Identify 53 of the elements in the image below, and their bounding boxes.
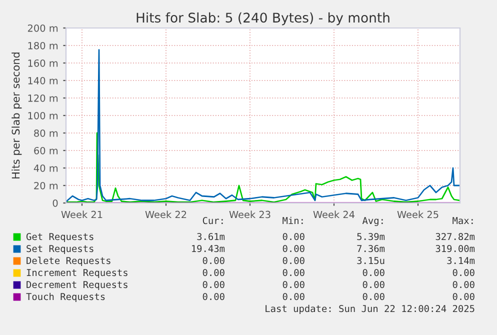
y-tick-label: 160 m — [28, 59, 58, 67]
text: 0.00 — [362, 292, 384, 300]
legend-label: Delete Requests — [26, 256, 110, 266]
text: 0.00 — [282, 280, 304, 288]
x-tick-label: Week 23 — [229, 210, 270, 218]
text: 19.43m — [192, 244, 225, 252]
y-tick-label: 60 m — [34, 146, 58, 154]
y-tick-label: 20 m — [34, 182, 58, 190]
x-tick-label: Week 24 — [313, 210, 355, 218]
text: 327.82m — [436, 232, 475, 240]
text: 0.00 — [282, 232, 304, 240]
text: 0.00 — [282, 244, 304, 252]
text: Avg: — [362, 217, 383, 226]
y-tick-label: 140 m — [28, 76, 58, 84]
y-tick-label: 80 m — [34, 129, 58, 137]
y-axis-title: Hits per Slab per second — [12, 52, 22, 178]
legend-label: Get Requests — [26, 232, 94, 242]
x-tick-label: Week 22 — [145, 210, 186, 218]
legend-label: Set Requests — [26, 244, 94, 254]
text: Max: — [452, 217, 473, 224]
chart-title: Hits for Slab: 5 (240 Bytes) - by month — [136, 12, 390, 26]
text: Min: — [282, 216, 303, 224]
text: 0.00 — [362, 268, 384, 276]
text: 5.39m — [357, 232, 385, 240]
y-tick-label: 0 — [52, 199, 58, 207]
text: 0.00 — [202, 256, 224, 264]
y-tick-label: 40 m — [34, 164, 58, 172]
text: 0.00 — [282, 268, 304, 276]
text: 3.15u — [357, 256, 384, 264]
y-tick-label: 200 m — [28, 24, 58, 32]
text: Cur: — [202, 216, 223, 224]
text: Last update: Sun Jun 22 12:00:24 2025 — [266, 304, 474, 314]
text: 0.00 — [362, 280, 384, 288]
text: 319.00m — [436, 244, 475, 252]
text: 0.00 — [452, 268, 474, 276]
legend-label: Touch Requests — [26, 292, 105, 302]
x-tick-label: Week 25 — [397, 210, 438, 218]
text: 7.36m — [357, 244, 385, 252]
text: 0.00 — [452, 292, 474, 300]
y-tick-label: 180 m — [28, 42, 58, 50]
text: 0.00 — [202, 280, 224, 288]
text: 0.00 — [282, 256, 304, 264]
text: 0.00 — [202, 268, 224, 276]
text: 0.00 — [452, 280, 474, 288]
legend-label: Decrement Requests — [26, 281, 128, 290]
y-tick-label: 120 m — [28, 94, 58, 102]
text: 3.61m — [197, 232, 225, 240]
text: 0.00 — [282, 292, 304, 300]
text: 0.00 — [202, 292, 224, 300]
text: 3.14m — [447, 256, 475, 264]
legend-label: Increment Requests — [26, 269, 128, 278]
x-tick-label: Week 21 — [61, 210, 102, 218]
y-tick-label: 100 m — [28, 112, 58, 120]
